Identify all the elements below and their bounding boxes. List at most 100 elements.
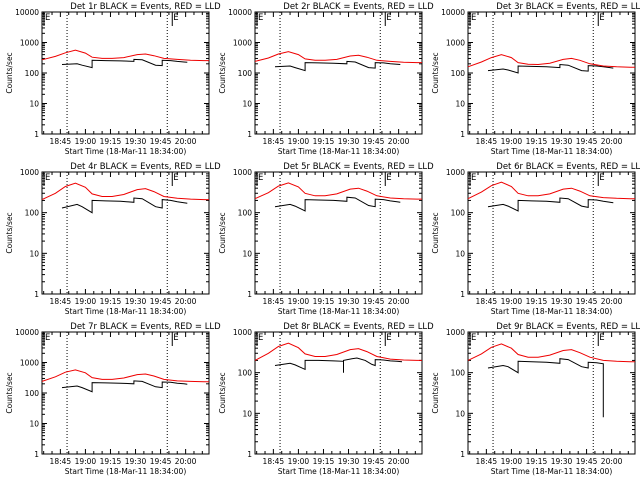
- detector-panel: Det 4r BLACK = Events, RED = LLD 1 10 100 10…: [5, 162, 221, 316]
- x-tick-label: 19:45: [363, 137, 385, 146]
- y-tick-label: 1: [460, 130, 465, 139]
- x-axis-label: Start Time (18-Mar-11 18:34:00): [65, 307, 187, 316]
- y-tick-label: 10: [455, 249, 465, 258]
- x-tick-label: 18:45: [263, 137, 285, 146]
- x-tick-label: 19:00: [501, 297, 523, 306]
- flag-marker-label: E: [173, 13, 178, 23]
- y-tick-label: 10000: [441, 8, 465, 17]
- series-line-lld: [41, 182, 209, 201]
- y-axis-label: Counts/sec: [431, 372, 440, 413]
- x-tick-label: 18:45: [263, 457, 285, 466]
- series-line-events: [274, 196, 401, 212]
- panel-title: Det 3r BLACK = Events, RED = LLD: [496, 2, 640, 12]
- flag-marker-label: E: [258, 333, 263, 343]
- x-axis-label: Start Time (18-Mar-11 18:34:00): [65, 147, 187, 156]
- x-tick-label: 18:45: [263, 297, 285, 306]
- x-tick-label: 19:00: [288, 297, 310, 306]
- y-axis-label: Counts/sec: [218, 52, 227, 93]
- y-tick-label: 100: [238, 369, 253, 378]
- y-axis-label: Counts/sec: [218, 212, 227, 253]
- series-line-events: [61, 197, 188, 214]
- y-tick-label: 1000: [20, 359, 39, 368]
- series-line-lld: [467, 181, 635, 200]
- flag-marker-label: E: [173, 173, 178, 183]
- x-tick-label: 19:45: [150, 457, 172, 466]
- y-tick-label: 1000: [20, 39, 39, 48]
- detector-panel: Det 5r BLACK = Events, RED = LLD 1 10 100 10…: [218, 162, 434, 316]
- x-tick-label: 18:45: [50, 457, 72, 466]
- y-tick-label: 1: [460, 290, 465, 299]
- x-tick-label: 19:30: [338, 457, 360, 466]
- x-tick-label: 19:15: [100, 137, 122, 146]
- y-tick-label: 10: [455, 409, 465, 418]
- y-axis-label: Counts/sec: [5, 52, 14, 93]
- x-tick-label: 19:15: [313, 297, 335, 306]
- x-tick-label: 20:00: [175, 137, 197, 146]
- flag-marker-label: E: [45, 333, 50, 343]
- flag-marker-label: E: [599, 13, 604, 23]
- x-tick-label: 18:45: [50, 297, 72, 306]
- plot-frame: [41, 171, 210, 295]
- x-tick-label: 19:15: [526, 137, 548, 146]
- x-tick-label: 19:00: [75, 137, 97, 146]
- y-tick-label: 100: [238, 69, 253, 78]
- series-line-lld: [467, 54, 635, 68]
- y-tick-label: 1000: [20, 168, 39, 177]
- x-tick-label: 20:00: [601, 297, 623, 306]
- x-tick-label: 19:00: [75, 297, 97, 306]
- y-tick-label: 100: [451, 69, 466, 78]
- x-tick-label: 19:15: [313, 137, 335, 146]
- panel-title: Det 5r BLACK = Events, RED = LLD: [283, 162, 434, 172]
- y-tick-label: 1: [34, 290, 39, 299]
- x-tick-label: 18:45: [476, 297, 498, 306]
- detector-panel: Det 6r BLACK = Events, RED = LLD 1 10 100 10…: [431, 162, 640, 316]
- detector-panel: Det 7r BLACK = Events, RED = LLD 1 10 100 10…: [5, 322, 221, 476]
- x-tick-label: 18:45: [476, 137, 498, 146]
- series-line-lld: [254, 182, 422, 200]
- x-tick-label: 19:00: [75, 457, 97, 466]
- flag-marker-label: E: [45, 13, 50, 23]
- y-axis-label: Counts/sec: [5, 212, 14, 253]
- series-line-lld: [467, 343, 635, 363]
- x-tick-label: 19:30: [125, 137, 147, 146]
- detector-panel: Det 9r BLACK = Events, RED = LLD 1 10 100 10…: [431, 322, 640, 476]
- y-tick-label: 1: [247, 130, 252, 139]
- flag-marker-label: E: [386, 333, 391, 343]
- series-line-events: [274, 60, 401, 72]
- flag-marker-label: E: [599, 333, 604, 343]
- y-tick-label: 10: [242, 409, 252, 418]
- series-line-lld: [41, 49, 209, 62]
- x-tick-label: 20:00: [601, 457, 623, 466]
- panel-title: Det 7r BLACK = Events, RED = LLD: [70, 322, 221, 332]
- series-line-lld: [254, 51, 422, 64]
- y-tick-label: 100: [25, 209, 40, 218]
- series-line-events: [61, 58, 188, 69]
- x-tick-label: 19:15: [100, 457, 122, 466]
- flag-marker-label: E: [386, 13, 391, 23]
- x-tick-label: 20:00: [388, 297, 410, 306]
- y-tick-label: 1: [34, 450, 39, 459]
- y-tick-label: 1000: [233, 328, 252, 337]
- y-axis-label: Counts/sec: [431, 212, 440, 253]
- panel-title: Det 2r BLACK = Events, RED = LLD: [283, 2, 434, 12]
- flag-marker-label: E: [386, 173, 391, 183]
- x-tick-label: 19:00: [501, 137, 523, 146]
- y-tick-label: 1000: [233, 39, 252, 48]
- series-line-events: [487, 358, 604, 418]
- y-tick-label: 1000: [233, 168, 252, 177]
- x-axis-label: Start Time (18-Mar-11 18:34:00): [491, 307, 613, 316]
- x-tick-label: 19:00: [288, 457, 310, 466]
- x-tick-label: 19:15: [526, 457, 548, 466]
- series-line-events: [274, 357, 403, 373]
- x-tick-label: 18:45: [50, 137, 72, 146]
- y-tick-label: 10: [455, 100, 465, 109]
- detector-panel: Det 1r BLACK = Events, RED = LLD 1 10 100 10…: [5, 2, 221, 156]
- y-tick-label: 1000: [446, 168, 465, 177]
- flag-marker-label: E: [471, 173, 476, 183]
- y-axis-label: Counts/sec: [218, 372, 227, 413]
- y-tick-label: 1000: [446, 328, 465, 337]
- y-tick-label: 10000: [15, 328, 39, 337]
- panel-title: Det 4r BLACK = Events, RED = LLD: [70, 162, 221, 172]
- y-tick-label: 10000: [15, 8, 39, 17]
